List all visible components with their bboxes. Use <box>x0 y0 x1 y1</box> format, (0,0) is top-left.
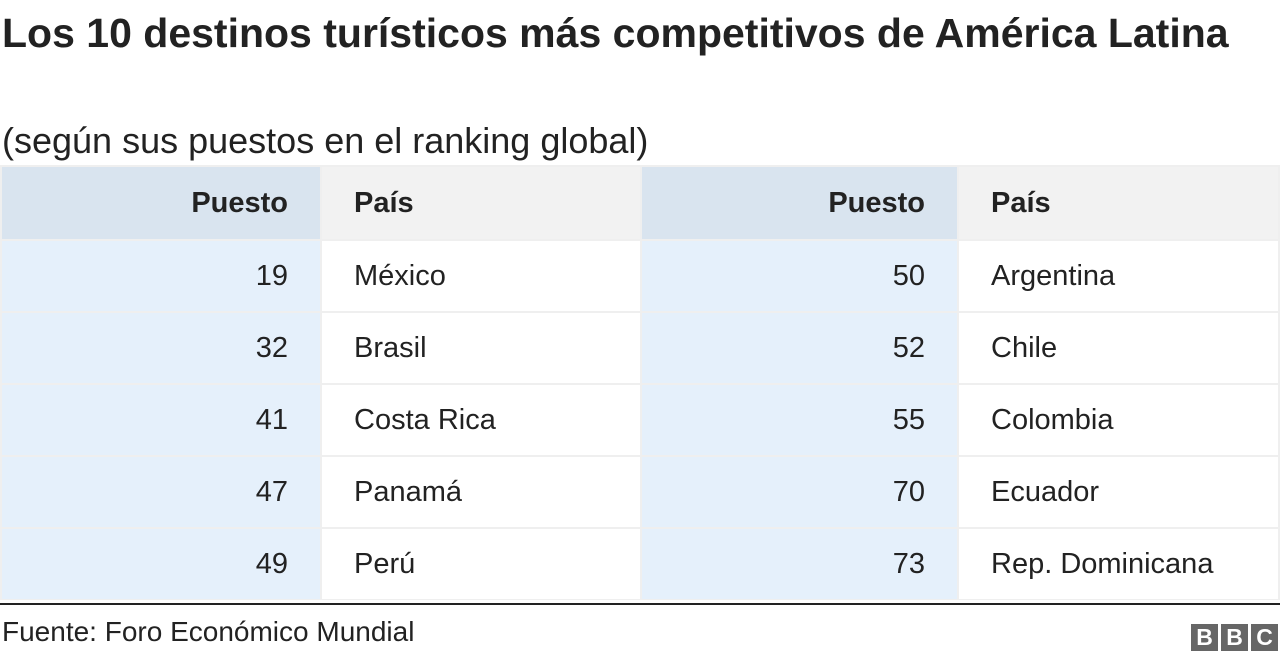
country-cell: Argentina <box>959 241 1278 311</box>
rank-cell: 49 <box>2 529 320 599</box>
bbc-logo-block-b2: B <box>1221 624 1248 651</box>
country-cell: México <box>322 241 640 311</box>
country-cell: Ecuador <box>959 457 1278 527</box>
rank-cell: 32 <box>2 313 320 383</box>
rank-cell: 73 <box>642 529 957 599</box>
ranking-table: Puesto País Puesto País 19 México 50 Arg… <box>0 165 1280 601</box>
column-header-pais-right: País <box>959 167 1278 239</box>
rank-cell: 55 <box>642 385 957 455</box>
chart-subtitle: (según sus puestos en el ranking global) <box>2 120 649 161</box>
table-row: 32 Brasil 52 Chile <box>2 313 1278 383</box>
bbc-logo-block-b1: B <box>1191 624 1218 651</box>
country-cell: Perú <box>322 529 640 599</box>
table-row: 47 Panamá 70 Ecuador <box>2 457 1278 527</box>
rank-cell: 50 <box>642 241 957 311</box>
bbc-logo-block-c: C <box>1251 624 1278 651</box>
country-cell: Colombia <box>959 385 1278 455</box>
country-cell: Chile <box>959 313 1278 383</box>
footer-divider <box>0 603 1280 605</box>
country-cell: Costa Rica <box>322 385 640 455</box>
column-header-puesto-right: Puesto <box>642 167 957 239</box>
table-row: 41 Costa Rica 55 Colombia <box>2 385 1278 455</box>
table-row: 19 México 50 Argentina <box>2 241 1278 311</box>
bbc-logo: B B C <box>1191 624 1278 651</box>
rank-cell: 19 <box>2 241 320 311</box>
table-row: 49 Perú 73 Rep. Dominicana <box>2 529 1278 599</box>
rank-cell: 47 <box>2 457 320 527</box>
source-note: Fuente: Foro Económico Mundial <box>2 616 415 647</box>
rank-cell: 41 <box>2 385 320 455</box>
chart-title: Los 10 destinos turísticos más competiti… <box>2 10 1229 56</box>
country-cell: Brasil <box>322 313 640 383</box>
rank-cell: 70 <box>642 457 957 527</box>
column-header-pais-left: País <box>322 167 640 239</box>
rank-cell: 52 <box>642 313 957 383</box>
column-header-puesto-left: Puesto <box>2 167 320 239</box>
country-cell: Panamá <box>322 457 640 527</box>
ranking-table-container: Puesto País Puesto País 19 México 50 Arg… <box>0 165 1280 600</box>
table-header-row: Puesto País Puesto País <box>2 167 1278 239</box>
country-cell: Rep. Dominicana <box>959 529 1278 599</box>
